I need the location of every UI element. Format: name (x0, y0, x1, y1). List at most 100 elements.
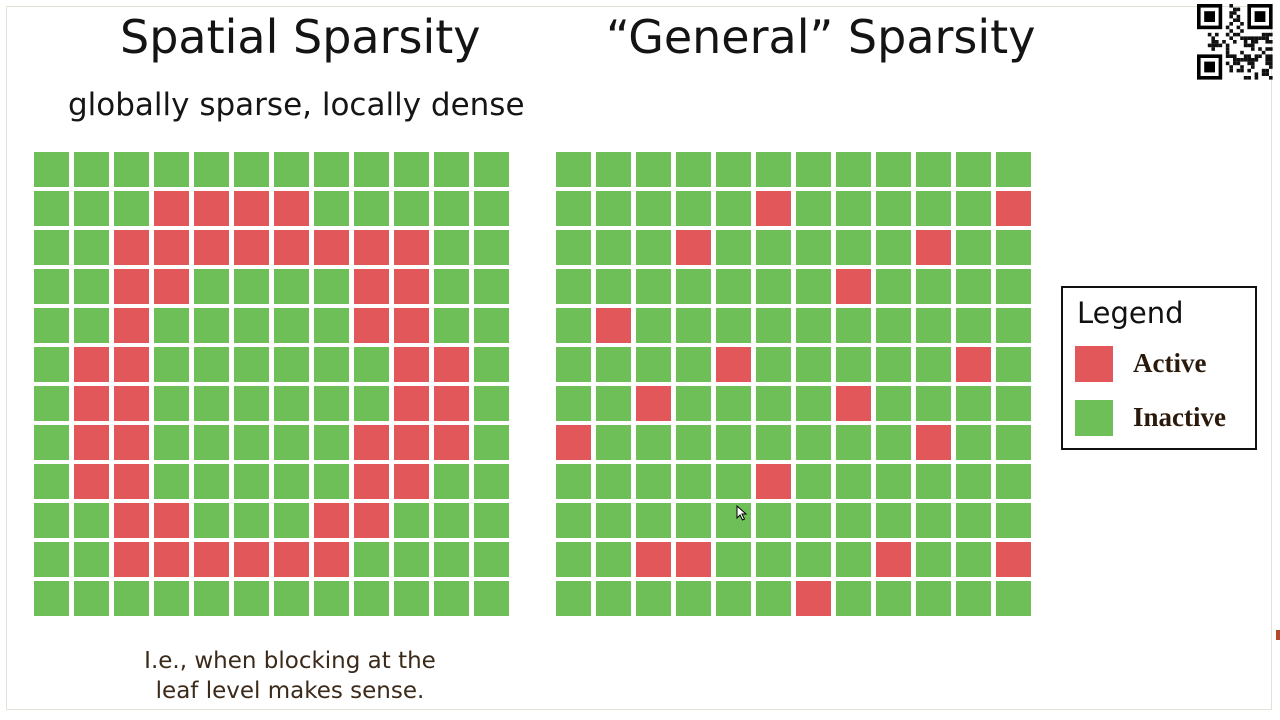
general-cell-active (636, 386, 671, 421)
spatial-cell-inactive (394, 581, 429, 616)
spatial-cell-inactive (234, 425, 269, 460)
general-cell-inactive (636, 464, 671, 499)
general-cell-inactive (716, 386, 751, 421)
spatial-cell-inactive (434, 581, 469, 616)
general-cell-inactive (636, 152, 671, 187)
general-cell-inactive (676, 191, 711, 226)
spatial-cell-inactive (154, 581, 189, 616)
general-cell-inactive (636, 269, 671, 304)
spatial-cell-active (114, 386, 149, 421)
general-cell-inactive (596, 230, 631, 265)
general-cell-inactive (916, 191, 951, 226)
spatial-cell-inactive (154, 386, 189, 421)
general-cell-inactive (556, 464, 591, 499)
spatial-cell-inactive (114, 191, 149, 226)
general-cell-inactive (996, 347, 1031, 382)
legend-label-inactive: Inactive (1133, 402, 1226, 432)
spatial-cell-inactive (394, 542, 429, 577)
spatial-cell-inactive (74, 308, 109, 343)
spatial-cell-inactive (34, 581, 69, 616)
spatial-cell-inactive (474, 503, 509, 538)
general-cell-inactive (756, 347, 791, 382)
spatial-cell-inactive (234, 152, 269, 187)
spatial-cell-active (154, 230, 189, 265)
caption-line-1: I.e., when blocking at the (144, 648, 436, 674)
spatial-cell-inactive (34, 464, 69, 499)
legend-swatch-inactive (1075, 400, 1113, 436)
spatial-cell-inactive (354, 191, 389, 226)
mouse-cursor-icon (736, 504, 748, 525)
general-cell-inactive (796, 191, 831, 226)
spatial-cell-inactive (474, 542, 509, 577)
spatial-cell-active (394, 464, 429, 499)
spatial-cell-inactive (74, 581, 109, 616)
spatial-cell-inactive (274, 308, 309, 343)
general-cell-inactive (956, 230, 991, 265)
spatial-cell-active (314, 542, 349, 577)
spatial-cell-inactive (314, 386, 349, 421)
slide-frame (6, 6, 1272, 710)
spatial-cell-inactive (74, 230, 109, 265)
spatial-cell-inactive (394, 191, 429, 226)
general-cell-inactive (836, 308, 871, 343)
general-cell-inactive (956, 464, 991, 499)
general-cell-inactive (916, 542, 951, 577)
general-cell-inactive (596, 152, 631, 187)
general-cell-inactive (876, 386, 911, 421)
general-cell-inactive (836, 542, 871, 577)
spatial-cell-inactive (234, 464, 269, 499)
spatial-grid-svg (34, 152, 509, 616)
spatial-cell-inactive (354, 386, 389, 421)
general-cell-inactive (876, 425, 911, 460)
general-cell-inactive (556, 230, 591, 265)
general-cell-inactive (676, 269, 711, 304)
spatial-cell-inactive (474, 425, 509, 460)
general-cell-active (836, 386, 871, 421)
spatial-cell-inactive (114, 581, 149, 616)
spatial-cell-inactive (274, 581, 309, 616)
spatial-cell-inactive (114, 152, 149, 187)
general-cell-inactive (796, 386, 831, 421)
spatial-cell-active (194, 542, 229, 577)
spatial-cell-active (354, 230, 389, 265)
general-cell-inactive (916, 581, 951, 616)
spatial-cell-active (154, 542, 189, 577)
spatial-cell-inactive (474, 269, 509, 304)
spatial-cell-active (74, 347, 109, 382)
spatial-cell-inactive (34, 386, 69, 421)
spatial-cell-active (74, 386, 109, 421)
spatial-cell-inactive (34, 425, 69, 460)
general-cell-inactive (796, 230, 831, 265)
general-cell-inactive (796, 464, 831, 499)
general-cell-inactive (996, 152, 1031, 187)
spatial-cell-inactive (274, 347, 309, 382)
general-cell-inactive (796, 152, 831, 187)
general-cell-inactive (916, 269, 951, 304)
spatial-sparsity-grid (34, 152, 514, 620)
spatial-cell-inactive (274, 386, 309, 421)
spatial-cell-active (74, 464, 109, 499)
general-cell-inactive (676, 347, 711, 382)
spatial-cell-active (154, 503, 189, 538)
general-cell-inactive (636, 503, 671, 538)
spatial-cell-active (394, 425, 429, 460)
general-cell-inactive (956, 503, 991, 538)
general-cell-inactive (756, 230, 791, 265)
general-cell-inactive (716, 191, 751, 226)
spatial-cell-inactive (354, 347, 389, 382)
spatial-cell-active (114, 542, 149, 577)
spatial-cell-inactive (194, 269, 229, 304)
general-cell-inactive (756, 269, 791, 304)
spatial-cell-inactive (194, 425, 229, 460)
general-cell-inactive (956, 542, 991, 577)
spatial-cell-active (394, 308, 429, 343)
general-cell-inactive (596, 503, 631, 538)
spatial-cell-inactive (194, 503, 229, 538)
general-cell-inactive (796, 503, 831, 538)
spatial-cell-inactive (154, 464, 189, 499)
spatial-cell-active (234, 542, 269, 577)
general-cell-inactive (756, 425, 791, 460)
spatial-sparsity-title: Spatial Sparsity (120, 10, 481, 64)
general-cell-inactive (556, 191, 591, 226)
general-cell-inactive (996, 230, 1031, 265)
